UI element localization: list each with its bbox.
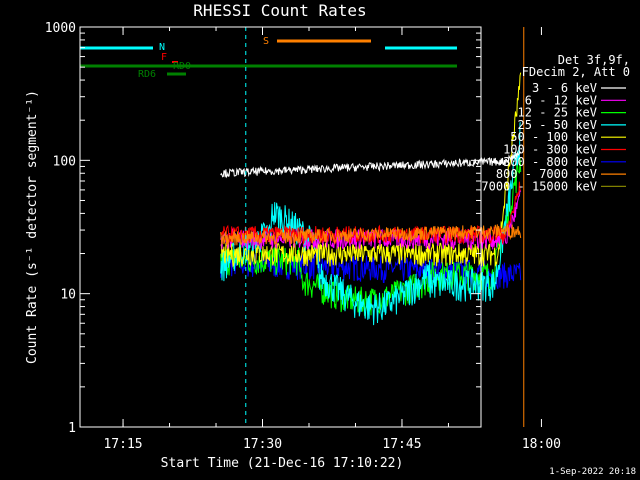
annotation-label: RD0 [173, 61, 191, 72]
y-tick-label: 100 [53, 154, 76, 169]
plot-area: NF RD0 RD6 S [80, 27, 525, 427]
x-tick-label: 17:15 [103, 437, 142, 452]
legend-entry: 7000 - 15000 keV [481, 179, 597, 193]
annotation-label: S [263, 36, 269, 47]
legend-header: Det 3f,9f, [558, 53, 630, 67]
legend-entry: 6 - 12 keV [525, 93, 597, 107]
x-axis-label: Start Time (21-Dec-16 17:10:22) [161, 456, 404, 471]
y-tick-label: 10 [60, 288, 76, 303]
annotation-label: N [159, 42, 165, 53]
series-line [220, 157, 522, 316]
y-tick-label: 1000 [45, 21, 76, 36]
series-line [220, 224, 522, 246]
x-tick-label: 18:00 [522, 437, 561, 452]
y-tick-label: 1 [68, 421, 76, 436]
annotation-label: F [161, 52, 167, 63]
plot-frame [79, 26, 482, 428]
series-line [220, 72, 522, 268]
legend-entry: 50 - 100 keV [510, 130, 597, 144]
legend-header: FDecim 2, Att 0 [522, 65, 630, 79]
legend-entry: 300 - 800 keV [503, 155, 597, 169]
x-tick-label: 17:45 [382, 437, 421, 452]
series-line [220, 150, 522, 179]
legend-entry: 100 - 300 keV [503, 143, 597, 157]
legend-entry: 800 - 7000 keV [496, 167, 597, 181]
y-axis: 1 10 100 1000 [45, 21, 481, 436]
legend-entry: 12 - 25 keV [518, 106, 597, 120]
legend-entry: 25 - 50 keV [518, 118, 597, 132]
annotation-label: RD6 [138, 69, 156, 80]
y-axis-label: Count Rate (s⁻¹ detector segment⁻¹) [25, 90, 40, 364]
timestamp: 1-Sep-2022 20:18 [549, 467, 636, 477]
chart-title: RHESSI Count Rates [193, 1, 366, 20]
x-tick-label: 17:30 [243, 437, 282, 452]
legend-entry: 3 - 6 keV [532, 81, 597, 95]
